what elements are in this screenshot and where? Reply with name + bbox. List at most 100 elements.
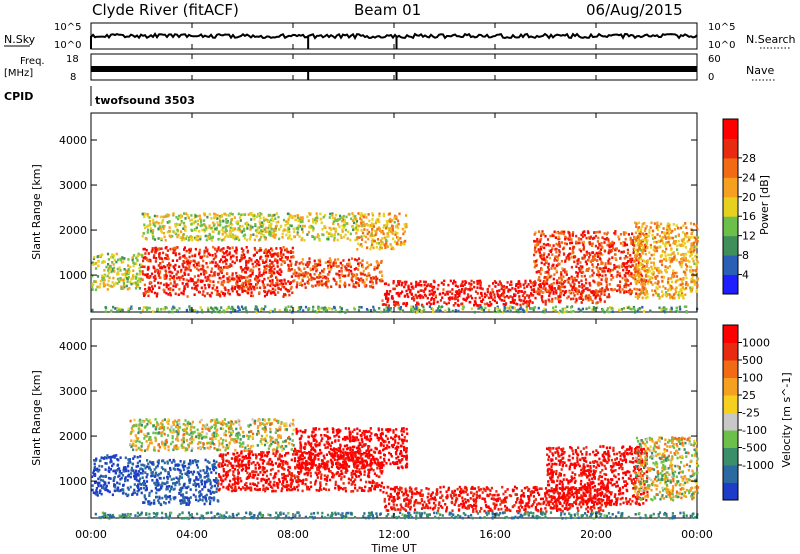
heatmap-cell <box>392 247 395 251</box>
heatmap-cell <box>104 468 107 471</box>
heatmap-cell <box>368 274 371 277</box>
heatmap-cell <box>653 249 656 253</box>
heatmap-cell <box>259 286 262 289</box>
heatmap-cell <box>377 263 380 267</box>
heatmap-cell <box>319 212 322 216</box>
heatmap-cell <box>318 274 321 277</box>
heatmap-cell <box>109 268 112 271</box>
heatmap-cell <box>641 286 644 289</box>
heatmap-cell <box>428 293 431 296</box>
heatmap-cell <box>153 238 157 241</box>
heatmap-cell <box>580 237 583 241</box>
heatmap-cell <box>467 288 470 291</box>
heatmap-cell <box>160 237 163 241</box>
heatmap-cell <box>245 261 248 264</box>
heatmap-cell <box>180 276 183 279</box>
heatmap-cell <box>692 236 695 239</box>
heatmap-cell <box>449 296 452 299</box>
heatmap-cell <box>101 274 104 278</box>
heatmap-cell <box>663 231 666 234</box>
heatmap-cell <box>538 276 541 279</box>
heatmap-cell <box>335 218 339 222</box>
heatmap-cell <box>172 305 175 309</box>
heatmap-cell <box>223 280 226 284</box>
heatmap-cell <box>200 219 203 222</box>
heatmap-cell <box>487 296 490 300</box>
heatmap-cell <box>119 489 122 492</box>
heatmap-cell <box>397 283 401 286</box>
heatmap-cell <box>156 488 159 492</box>
heatmap-cell <box>114 486 117 489</box>
heatmap-cell <box>182 227 185 230</box>
heatmap-cell <box>254 260 257 264</box>
heatmap-cell <box>114 471 117 475</box>
heatmap-cell <box>154 260 157 263</box>
heatmap-cell <box>186 472 189 475</box>
heatmap-cell <box>491 288 494 291</box>
heatmap-cell <box>578 285 581 288</box>
heatmap-cell <box>473 303 476 307</box>
heatmap-cell <box>247 213 250 216</box>
heatmap-cell <box>607 238 610 241</box>
heatmap-cell <box>326 278 329 282</box>
heatmap-cell <box>368 219 371 223</box>
heatmap-cell <box>533 248 536 252</box>
heatmap-cell <box>332 262 335 265</box>
heatmap-cell <box>183 248 186 251</box>
heatmap-cell <box>463 288 467 292</box>
heatmap-cell <box>187 462 190 466</box>
heatmap-cell <box>153 501 156 505</box>
heatmap-cell <box>668 258 671 261</box>
heatmap-cell <box>637 275 640 278</box>
heatmap-cell <box>585 294 588 298</box>
heatmap-cell <box>280 263 283 266</box>
heatmap-cell <box>301 227 304 231</box>
heatmap-cell <box>190 222 193 226</box>
noise-left-tick-top: 10^5 <box>54 22 81 33</box>
heatmap-cell <box>426 296 429 300</box>
heatmap-cell <box>626 279 629 282</box>
heatmap-cell <box>369 263 373 266</box>
heatmap-cell <box>588 267 591 270</box>
heatmap-cell <box>244 281 247 284</box>
heatmap-cell <box>385 306 388 309</box>
heatmap-cell <box>637 221 641 225</box>
heatmap-cell <box>268 279 272 283</box>
heatmap-cell <box>316 280 319 284</box>
heatmap-cell <box>225 258 228 261</box>
heatmap-cell <box>639 242 643 245</box>
heatmap-cell <box>446 292 449 296</box>
heatmap-cell <box>636 310 639 313</box>
heatmap-cell <box>171 276 174 279</box>
heatmap-cell <box>463 283 466 286</box>
heatmap-cell <box>174 225 177 228</box>
heatmap-cell <box>231 289 234 293</box>
heatmap-cell <box>393 240 397 244</box>
heatmap-cell <box>307 271 310 275</box>
heatmap-cell <box>668 293 671 296</box>
heatmap-cell <box>251 294 255 298</box>
heatmap-cell <box>250 258 253 261</box>
heatmap-cell <box>541 230 544 233</box>
heatmap-cell <box>156 308 160 311</box>
heatmap-cell <box>91 308 94 312</box>
heatmap-cell <box>661 242 665 245</box>
heatmap-cell <box>281 259 284 263</box>
heatmap-cell <box>181 236 184 239</box>
heatmap-cell <box>231 260 234 263</box>
heatmap-cell <box>167 293 170 296</box>
heatmap-cell <box>355 276 358 279</box>
heatmap-cell <box>225 213 228 217</box>
heatmap-cell <box>618 237 621 241</box>
heatmap-cell <box>235 290 239 293</box>
heatmap-cell <box>644 287 647 291</box>
heatmap-cell <box>610 288 613 291</box>
velocity-heatmap <box>91 418 700 520</box>
heatmap-cell <box>137 483 140 486</box>
heatmap-cell <box>611 268 614 272</box>
heatmap-cell <box>578 241 581 245</box>
heatmap-cell <box>476 286 479 289</box>
heatmap-cell <box>511 306 514 309</box>
heatmap-cell <box>675 224 678 227</box>
heatmap-cell <box>210 227 213 230</box>
